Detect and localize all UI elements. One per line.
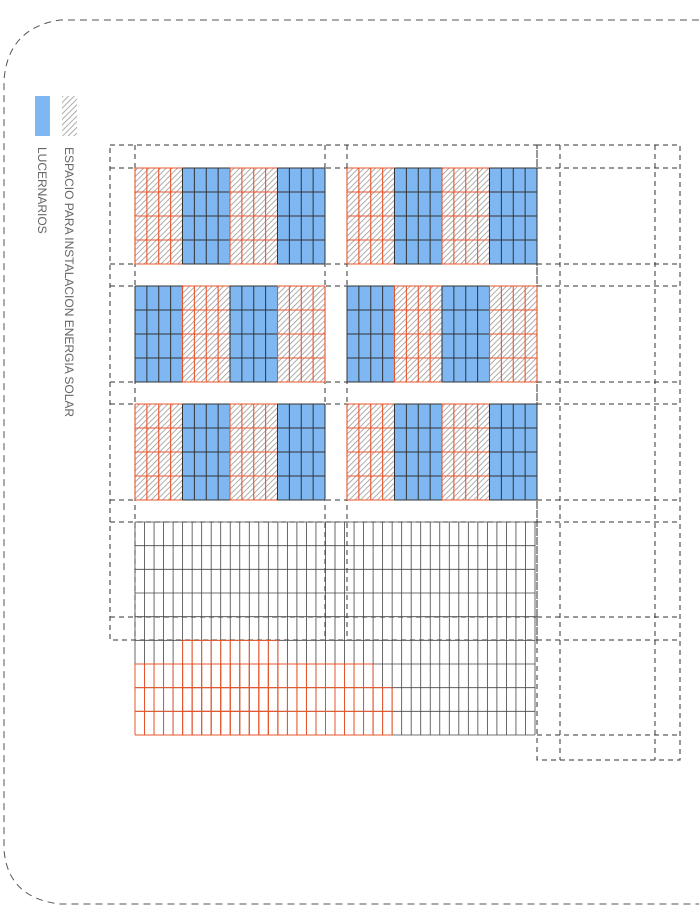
skylight-block	[182, 167, 231, 265]
solar-panel-block	[346, 403, 396, 501]
solar-panel-block	[134, 403, 184, 501]
skylight-block	[346, 285, 395, 383]
solar-panel-block	[134, 167, 184, 265]
skylight-block	[394, 167, 443, 265]
solar-panel-block	[488, 285, 538, 383]
solar-panel-block	[346, 167, 396, 265]
solar-panel-block	[441, 403, 491, 501]
site-boundary	[3, 19, 699, 905]
legend-solar-label: ESPACIO PARA INSTALACION ENERGIA SOLAR	[62, 147, 76, 418]
solar-panel-block	[181, 285, 231, 383]
legend-solar-swatch	[62, 96, 77, 136]
skylight-block	[182, 403, 231, 501]
solar-panel-block	[229, 403, 279, 501]
skylight-block	[134, 285, 183, 383]
solar-extension-area	[134, 639, 393, 736]
skylight-block	[277, 167, 326, 265]
solar-panel-block	[229, 167, 279, 265]
unassigned-roof-grid	[134, 521, 536, 736]
solar-panel-block	[441, 167, 491, 265]
skylight-block	[489, 167, 538, 265]
legend-skylight-swatch	[35, 96, 50, 136]
roof-panels	[134, 167, 538, 501]
solar-panel-block	[393, 285, 443, 383]
skylight-block	[441, 285, 490, 383]
legend-skylight-label: LUCERNARIOS	[35, 147, 49, 234]
skylight-block	[394, 403, 443, 501]
skylight-block	[229, 285, 278, 383]
skylight-block	[489, 403, 538, 501]
skylight-block	[277, 403, 326, 501]
solar-panel-block	[276, 285, 326, 383]
